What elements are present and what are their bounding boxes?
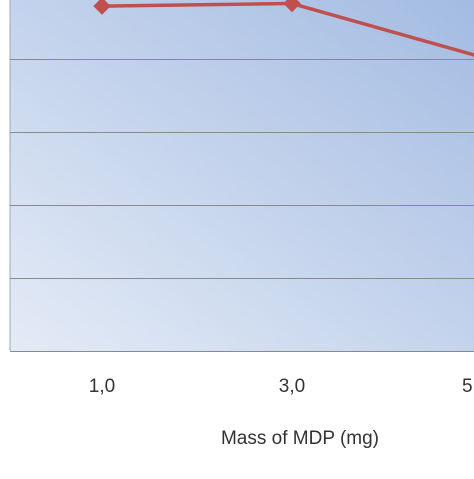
- data-point-1,0: [93, 0, 111, 15]
- x-tick-label-1: 3,0: [279, 376, 305, 397]
- data-point-3,0: [283, 0, 301, 13]
- x-tick-labels: 1,0 3,0 5: [89, 376, 473, 397]
- x-tick-label-0: 1,0: [89, 376, 115, 397]
- gridlines: [10, 59, 474, 352]
- plot-area: [10, 0, 474, 351]
- series-layer: [93, 0, 474, 58]
- x-axis-title: Mass of MDP (mg): [221, 428, 379, 449]
- x-tick-label-2: 5: [462, 376, 473, 397]
